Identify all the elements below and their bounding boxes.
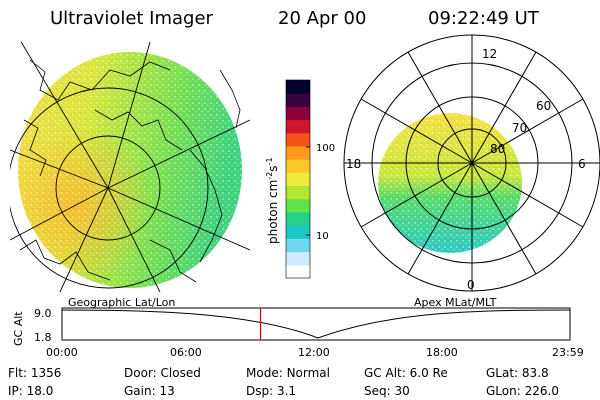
mlt-label-12: 12 (482, 47, 497, 61)
info-seq: Seq: 30 (364, 384, 410, 398)
instrument-title: Ultraviolet Imager (50, 8, 213, 29)
colorbar-segment (286, 225, 310, 239)
polar-image: 12 0 18 6 60 70 80 (343, 34, 600, 292)
info-mode: Mode: Normal (246, 366, 330, 380)
polar-caption: Apex MLat/MLT (414, 296, 497, 309)
timeline-ytick-1.8: 1.8 (34, 331, 52, 344)
colorbar-segment (286, 106, 310, 121)
colorbar-segment (286, 119, 310, 134)
colorbar-segment (286, 238, 310, 253)
colorbar (285, 79, 311, 279)
colorbar-segment (286, 198, 310, 213)
info-door: Door: Closed (124, 366, 201, 380)
colorbar-segment (286, 146, 310, 160)
timeline-plot: 9.0 1.8 GC Alt 00:00 06:00 12:00 18:00 2… (12, 307, 584, 359)
colorbar-segment (286, 132, 310, 147)
coastlines (19, 59, 241, 283)
colorbar-segment (286, 251, 310, 266)
colorbar-tick-10: 10 (316, 231, 329, 242)
timeline-xtick-1200: 12:00 (298, 346, 330, 359)
image-time: 09:22:49 UT (428, 8, 539, 29)
geo-grid (10, 42, 250, 292)
colorbar-frame (285, 79, 311, 279)
polar-grid (343, 34, 600, 292)
info-glat: GLat: 83.8 (486, 366, 549, 380)
timeline-xtick-1800: 18:00 (426, 346, 458, 359)
info-dsp: Dsp: 3.1 (246, 384, 297, 398)
mlat-label-70: 70 (512, 121, 527, 135)
colorbar-segment (286, 185, 310, 200)
gc-alt-curve (61, 309, 571, 339)
colorbar-segment (286, 159, 310, 173)
colorbar-tick-100: 100 (316, 143, 335, 154)
timeline-xtick-2359: 23:59 (552, 346, 584, 359)
mlt-label-6: 6 (578, 157, 586, 171)
mlt-label-18: 18 (346, 157, 361, 171)
image-date: 20 Apr 00 (278, 8, 367, 29)
info-gc-alt: GC Alt: 6.0 Re (364, 366, 448, 380)
colorbar-segment (286, 264, 310, 279)
colorbar-segment (286, 212, 310, 226)
mlat-label-60: 60 (536, 99, 551, 113)
colorbar-segment (286, 172, 310, 187)
colorbar-segment (286, 93, 310, 107)
timeline-frame (61, 307, 571, 341)
colorbar-segment (286, 80, 310, 94)
timeline-ytick-9: 9.0 (34, 307, 52, 320)
mlt-label-0: 0 (467, 278, 475, 292)
colorbar-label: photon cm-2s-1 (265, 157, 280, 244)
info-flt: Flt: 1356 (8, 366, 62, 380)
timeline-xtick-0000: 00:00 (46, 346, 78, 359)
timeline-ylabel: GC Alt (12, 311, 25, 346)
mlat-label-80: 80 (490, 142, 505, 156)
info-gain: Gain: 13 (124, 384, 175, 398)
geo-caption: Geographic Lat/Lon (68, 296, 175, 309)
info-glon: GLon: 226.0 (486, 384, 559, 398)
geographic-image (10, 42, 250, 292)
timeline-xtick-0600: 06:00 (170, 346, 202, 359)
info-ip: IP: 18.0 (8, 384, 54, 398)
